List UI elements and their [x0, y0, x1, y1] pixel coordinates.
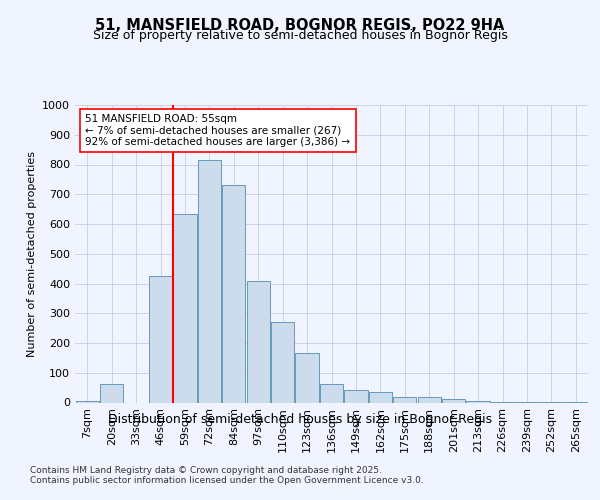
Text: Distribution of semi-detached houses by size in Bognor Regis: Distribution of semi-detached houses by …	[108, 412, 492, 426]
Y-axis label: Number of semi-detached properties: Number of semi-detached properties	[26, 151, 37, 357]
Bar	[149, 276, 172, 402]
Bar	[320, 384, 343, 402]
Bar	[198, 160, 221, 402]
Bar	[344, 390, 368, 402]
Bar	[418, 396, 441, 402]
Text: Contains HM Land Registry data © Crown copyright and database right 2025.: Contains HM Land Registry data © Crown c…	[30, 466, 382, 475]
Bar	[393, 396, 416, 402]
Bar	[247, 280, 270, 402]
Bar	[222, 186, 245, 402]
Text: 51, MANSFIELD ROAD, BOGNOR REGIS, PO22 9HA: 51, MANSFIELD ROAD, BOGNOR REGIS, PO22 9…	[95, 18, 505, 32]
Bar	[76, 401, 99, 402]
Text: Contains public sector information licensed under the Open Government Licence v3: Contains public sector information licen…	[30, 476, 424, 485]
Bar	[466, 401, 490, 402]
Bar	[173, 214, 197, 402]
Bar	[369, 392, 392, 402]
Bar	[271, 322, 294, 402]
Bar	[295, 354, 319, 403]
Text: 51 MANSFIELD ROAD: 55sqm
← 7% of semi-detached houses are smaller (267)
92% of s: 51 MANSFIELD ROAD: 55sqm ← 7% of semi-de…	[85, 114, 350, 147]
Bar	[100, 384, 123, 402]
Bar	[442, 399, 465, 402]
Text: Size of property relative to semi-detached houses in Bognor Regis: Size of property relative to semi-detach…	[92, 29, 508, 42]
